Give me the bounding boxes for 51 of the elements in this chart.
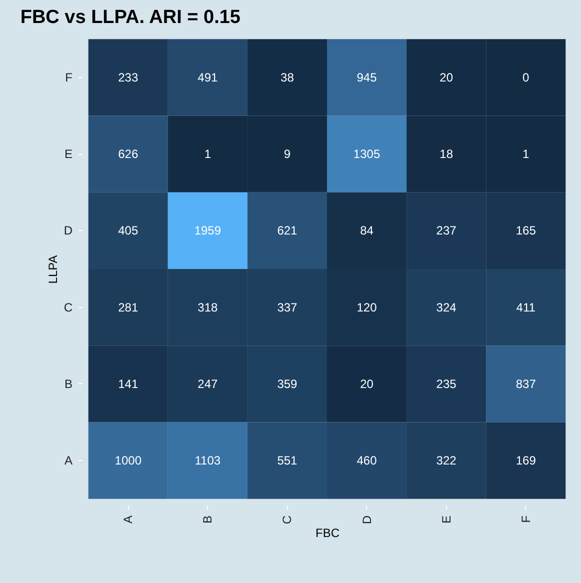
data-label: 233 [118, 70, 138, 84]
data-label: 1000 [114, 454, 142, 468]
data-label: 1305 [353, 147, 380, 162]
data-label: 1 [522, 147, 530, 162]
x-axis-title: FBC [316, 526, 340, 540]
x-tick-label: E [439, 516, 454, 524]
y-tick-label: E [64, 147, 72, 162]
y-axis-title: LLPA [46, 255, 60, 284]
data-label: 18 [440, 147, 454, 162]
data-label: 460 [356, 454, 378, 468]
x-tick-label: C [280, 515, 294, 524]
data-label: 38 [280, 70, 294, 84]
data-label: 411 [516, 300, 536, 314]
data-label: 1959 [194, 224, 222, 238]
data-label: 20 [360, 376, 374, 391]
data-label: 235 [436, 376, 457, 391]
data-label: 621 [277, 224, 298, 238]
y-tick-label: B [64, 376, 72, 391]
data-label: 84 [360, 224, 374, 238]
y-tick-label: C [64, 300, 73, 314]
data-label: 141 [118, 376, 138, 391]
x-tick-label: B [200, 516, 215, 524]
data-label: 322 [436, 454, 457, 468]
data-label: 626 [118, 147, 138, 162]
x-tick-label: D [360, 515, 374, 524]
data-label: 324 [436, 300, 457, 314]
data-label: 165 [516, 224, 536, 238]
data-label: 120 [356, 300, 378, 314]
chart-title: FBC vs LLPA. ARI = 0.15 [20, 7, 241, 28]
data-label: 359 [277, 376, 298, 391]
data-label: 491 [198, 70, 218, 84]
data-label: 1103 [194, 454, 221, 468]
y-tick-label: F [65, 70, 72, 84]
data-label: 281 [118, 300, 138, 314]
data-label: 837 [516, 376, 536, 391]
data-label: 9 [284, 147, 291, 162]
data-label: 169 [516, 454, 536, 468]
data-label: 945 [356, 70, 378, 84]
data-label: 20 [440, 70, 454, 84]
data-label: 1 [204, 147, 212, 162]
y-tick-label: A [64, 454, 72, 468]
data-label: 337 [277, 300, 298, 314]
data-label: 247 [198, 376, 218, 391]
x-tick-label: F [518, 516, 533, 523]
data-label: 405 [118, 224, 138, 238]
data-label: 237 [436, 224, 457, 238]
y-tick-label: D [64, 224, 73, 238]
data-label: 551 [277, 454, 298, 468]
data-label: 318 [198, 300, 218, 314]
data-label: 0 [522, 70, 530, 84]
x-tick-label: A [121, 516, 136, 524]
